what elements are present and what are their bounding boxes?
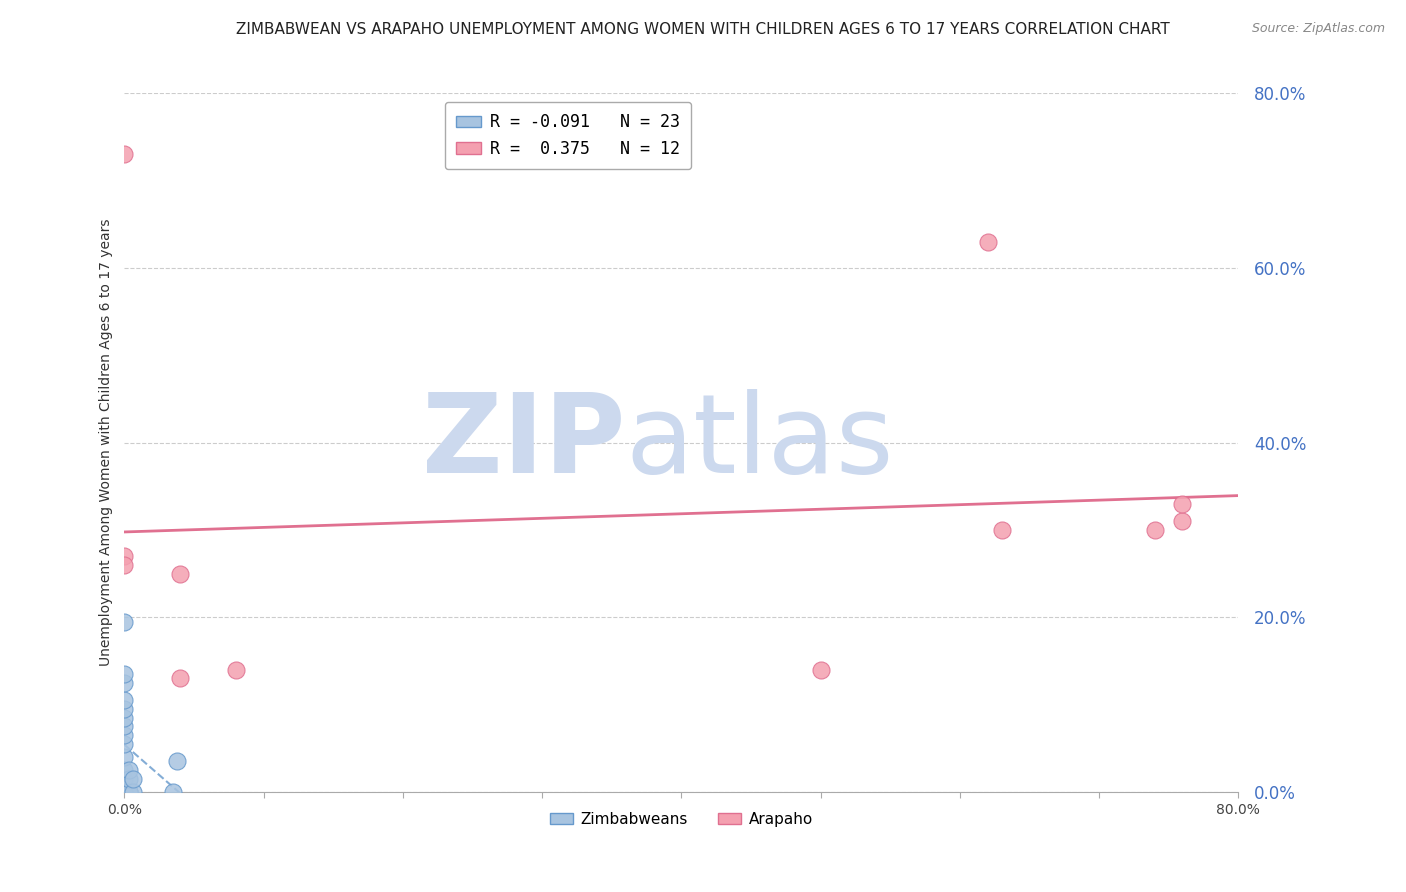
Point	[117, 785, 139, 799]
Text: atlas: atlas	[626, 389, 894, 496]
Point	[990, 523, 1012, 537]
Y-axis label: Unemployment Among Women with Children Ages 6 to 17 years: Unemployment Among Women with Children A…	[100, 219, 114, 666]
Point	[169, 566, 191, 581]
Point	[976, 235, 998, 249]
Point	[166, 755, 188, 769]
Text: Source: ZipAtlas.com: Source: ZipAtlas.com	[1251, 22, 1385, 36]
Point	[114, 702, 136, 716]
Point	[114, 675, 136, 690]
Point	[114, 728, 136, 742]
Point	[114, 763, 136, 777]
Point	[1143, 523, 1166, 537]
Point	[114, 719, 136, 733]
Point	[117, 785, 139, 799]
Point	[1171, 497, 1194, 511]
Point	[162, 785, 184, 799]
Point	[114, 785, 136, 799]
Point	[114, 147, 136, 161]
Point	[225, 663, 247, 677]
Point	[114, 549, 136, 564]
Text: ZIP: ZIP	[422, 389, 626, 496]
Text: ZIMBABWEAN VS ARAPAHO UNEMPLOYMENT AMONG WOMEN WITH CHILDREN AGES 6 TO 17 YEARS : ZIMBABWEAN VS ARAPAHO UNEMPLOYMENT AMONG…	[236, 22, 1170, 37]
Point	[114, 737, 136, 751]
Legend: Zimbabweans, Arapaho: Zimbabweans, Arapaho	[544, 806, 820, 833]
Point	[169, 672, 191, 686]
Point	[114, 711, 136, 725]
Point	[114, 558, 136, 572]
Point	[117, 785, 139, 799]
Point	[114, 772, 136, 786]
Point	[1171, 514, 1194, 528]
Point	[117, 772, 139, 786]
Point	[114, 615, 136, 629]
Point	[117, 763, 139, 777]
Point	[121, 785, 143, 799]
Point	[114, 693, 136, 707]
Point	[114, 667, 136, 681]
Point	[121, 772, 143, 786]
Point	[114, 785, 136, 799]
Point	[114, 750, 136, 764]
Point	[810, 663, 832, 677]
